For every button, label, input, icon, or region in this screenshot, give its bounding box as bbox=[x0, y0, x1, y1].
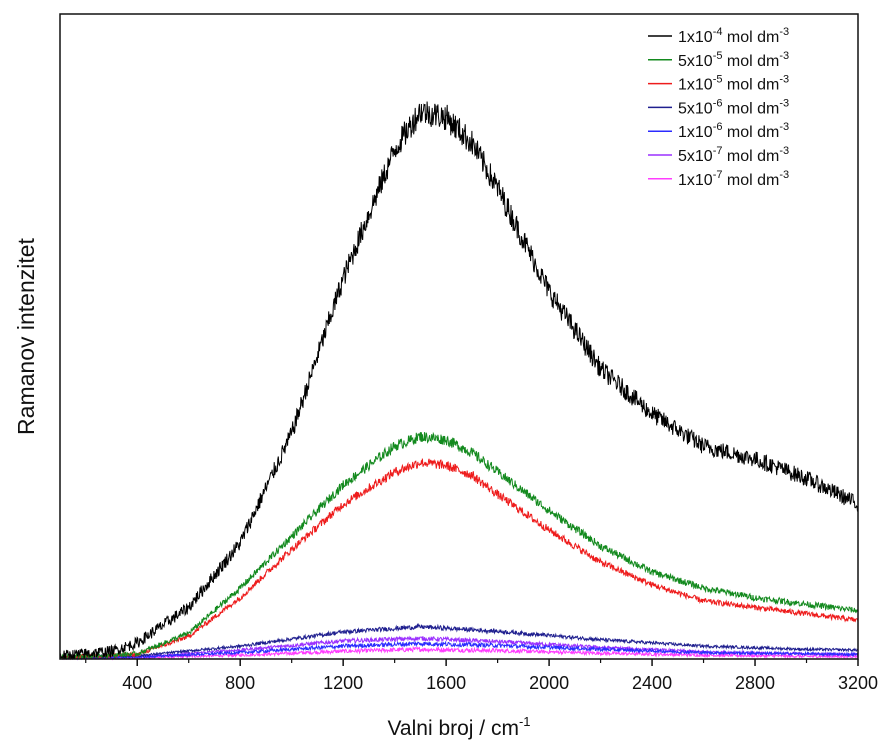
series-line-2 bbox=[59, 431, 859, 660]
x-tick-label: 1200 bbox=[323, 673, 363, 693]
x-tick-label: 3200 bbox=[838, 673, 878, 693]
series-layer bbox=[59, 101, 859, 661]
series-line-5 bbox=[59, 640, 859, 661]
legend: 1x10-4 mol dm-3 5x10-5 mol dm-3 1x10-5 mol… bbox=[648, 26, 789, 189]
series-line-1 bbox=[59, 101, 859, 660]
legend-label-3: 1x10-5 mol dm-3 bbox=[678, 74, 789, 94]
x-axis-ticks: 400 800 1200 1600 2000 2400 2800 3200 bbox=[85, 659, 878, 693]
x-tick-label: 2400 bbox=[632, 673, 672, 693]
x-tick-label: 400 bbox=[122, 673, 152, 693]
x-axis-title-text: Valni broj / cm bbox=[387, 717, 519, 740]
legend-label-5: 1x10-6 mol dm-3 bbox=[678, 121, 789, 141]
plot-frame bbox=[59, 13, 859, 660]
legend-label-1: 1x10-4 mol dm-3 bbox=[678, 26, 789, 46]
x-axis-title: Valni broj / cm-1 bbox=[387, 714, 530, 740]
x-tick-label: 800 bbox=[225, 673, 255, 693]
legend-label-2: 5x10-5 mol dm-3 bbox=[678, 50, 789, 70]
x-axis-title-sup: -1 bbox=[519, 714, 531, 729]
legend-label-4: 5x10-6 mol dm-3 bbox=[678, 97, 789, 117]
series-line-3 bbox=[59, 458, 859, 661]
legend-label-6: 5x10-7 mol dm-3 bbox=[678, 145, 789, 165]
x-tick-label: 1600 bbox=[426, 673, 466, 693]
series-line-4 bbox=[59, 622, 859, 661]
x-tick-label: 2000 bbox=[529, 673, 569, 693]
y-axis-title: Ramanov intenzitet bbox=[13, 237, 39, 434]
x-tick-label: 2800 bbox=[735, 673, 775, 693]
legend-label-7: 1x10-7 mol dm-3 bbox=[678, 169, 789, 189]
